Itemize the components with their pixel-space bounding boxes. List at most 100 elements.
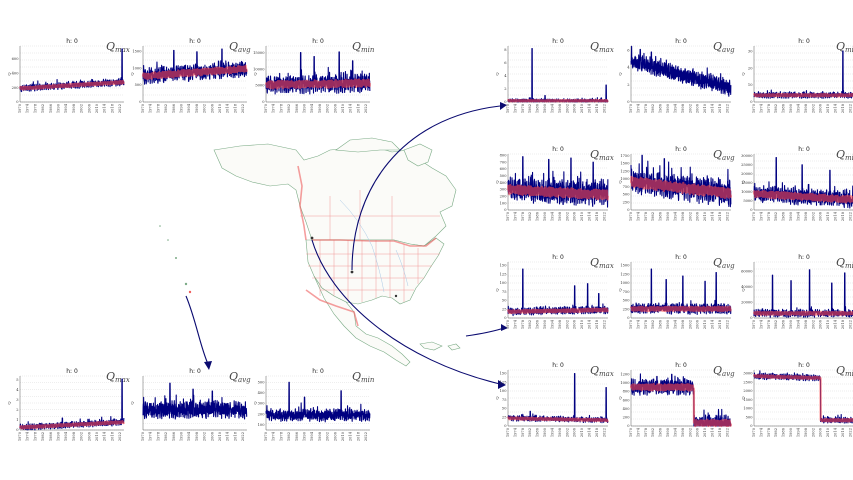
x-tick-label: 1974 xyxy=(149,103,153,113)
map-greenland xyxy=(403,143,433,167)
y-axis-label: Q xyxy=(618,288,623,292)
y-tick-label: 2 xyxy=(16,408,18,412)
x-tick-label: 2006 xyxy=(573,103,577,113)
panel-r3-avg: h: 0 Qavg 0 250 500 750 1000 1250 1500 Q 1970 1974 1… xyxy=(618,254,736,329)
y-axis-label: Q xyxy=(7,72,12,76)
metric-label: Qmin xyxy=(352,370,375,384)
y-tick-label: 1 xyxy=(16,418,18,422)
x-tick-label: 1970 xyxy=(18,103,22,113)
x-tick-label: 2002 xyxy=(811,104,815,113)
y-tick-label: 60000 xyxy=(741,270,753,274)
x-tick-label: 2018 xyxy=(841,319,845,329)
x-tick-label: 2018 xyxy=(841,103,845,113)
x-tick-label: 1978 xyxy=(644,319,648,329)
panel-title: h: 0 xyxy=(552,38,564,45)
y-tick-label: 125 xyxy=(500,380,508,384)
y-tick-label: 750 xyxy=(623,290,631,294)
y-tick-label: 4 xyxy=(504,74,507,78)
y-tick-label: 0 xyxy=(16,428,19,432)
panel-title: h: 0 xyxy=(552,254,564,261)
x-tick-label: 1982 xyxy=(287,104,291,113)
metric-label: Qmin xyxy=(836,364,853,378)
x-tick-label: 1990 xyxy=(789,427,793,437)
x-tick-label: 2006 xyxy=(696,319,700,329)
metric-label: Qmax xyxy=(106,370,130,384)
x-tick-label: 1998 xyxy=(318,431,322,441)
x-tick-label: 1990 xyxy=(666,103,670,113)
y-tick-label: 100 xyxy=(500,201,508,205)
x-tick-label: 2022 xyxy=(602,320,606,329)
panel-bl-min: h: 0 Qmin 100 200 300 400 500 Q 1970 1974 1978 1982… xyxy=(253,368,375,441)
x-tick-label: 1978 xyxy=(521,103,525,113)
y-tick-label: 100 xyxy=(500,281,508,285)
x-tick-label: 1974 xyxy=(759,103,763,113)
y-tick-label: 1000 xyxy=(620,381,630,385)
simulated-series-line xyxy=(507,307,609,315)
y-tick-label: 250 xyxy=(623,307,631,311)
x-tick-label: 1970 xyxy=(18,431,22,441)
x-tick-label: 2006 xyxy=(573,211,577,221)
observed-series-line xyxy=(265,381,371,423)
x-tick-label: 1994 xyxy=(796,103,800,113)
x-tick-label: 1978 xyxy=(767,103,771,113)
simulated-series-line xyxy=(752,189,853,204)
x-tick-label: 2010 xyxy=(580,319,584,329)
y-tick-label: 0 xyxy=(627,424,630,428)
metric-label: Qavg xyxy=(713,148,735,162)
simulated-series-line xyxy=(752,310,853,317)
arrowhead-middle-right xyxy=(501,324,508,331)
arrowhead-top-right xyxy=(500,102,507,110)
x-tick-label: 2022 xyxy=(848,212,852,221)
x-tick-label: 1994 xyxy=(796,427,800,437)
x-tick-label: 1998 xyxy=(804,319,808,329)
x-tick-label: 1978 xyxy=(644,427,648,437)
x-tick-label: 1986 xyxy=(782,427,786,437)
x-tick-label: 1970 xyxy=(506,103,510,113)
y-axis-label: Q xyxy=(741,396,746,400)
x-tick-label: 1994 xyxy=(796,319,800,329)
y-tick-label: 0 xyxy=(750,100,753,104)
x-tick-label: 2014 xyxy=(587,103,591,113)
x-tick-label: 2018 xyxy=(233,103,237,113)
x-tick-label: 2018 xyxy=(595,211,599,221)
x-tick-label: 2002 xyxy=(688,320,692,329)
x-tick-label: 2006 xyxy=(333,103,337,113)
panel-title: h: 0 xyxy=(798,146,810,153)
x-tick-label: 2018 xyxy=(110,431,114,441)
y-tick-label: 10 xyxy=(748,83,753,87)
x-tick-label: 2014 xyxy=(103,431,107,441)
y-tick-label: 0 xyxy=(750,208,753,212)
y-tick-label: 0 xyxy=(627,316,630,320)
x-tick-label: 1978 xyxy=(767,319,771,329)
gridlines xyxy=(266,45,370,103)
x-tick-label: 1982 xyxy=(528,428,532,437)
arrow-to-top-right xyxy=(351,105,501,271)
x-tick-label: 1982 xyxy=(528,320,532,329)
x-tick-label: 1982 xyxy=(287,432,291,441)
x-tick-label: 1974 xyxy=(513,427,517,437)
x-tick-label: 2018 xyxy=(595,103,599,113)
x-tick-label: 2018 xyxy=(718,427,722,437)
x-tick-label: 1990 xyxy=(543,427,547,437)
x-tick-label: 2006 xyxy=(87,431,91,441)
y-tick-label: 6 xyxy=(504,61,507,65)
x-tick-label: 1978 xyxy=(521,319,525,329)
x-tick-label: 2018 xyxy=(718,103,722,113)
x-tick-label: 1974 xyxy=(149,431,153,441)
y-tick-label: 500 xyxy=(258,381,266,385)
x-tick-label: 1986 xyxy=(536,211,540,221)
x-tick-label: 2018 xyxy=(718,211,722,221)
y-tick-label: 0 xyxy=(504,424,507,428)
metric-label: Qavg xyxy=(229,370,251,384)
x-tick-label: 1970 xyxy=(629,103,633,113)
x-tick-label: 1998 xyxy=(318,103,322,113)
x-tick-label: 2010 xyxy=(341,103,345,113)
metric-label: Qavg xyxy=(229,40,251,54)
x-tick-label: 2002 xyxy=(811,428,815,437)
panel-title: h: 0 xyxy=(312,38,324,45)
